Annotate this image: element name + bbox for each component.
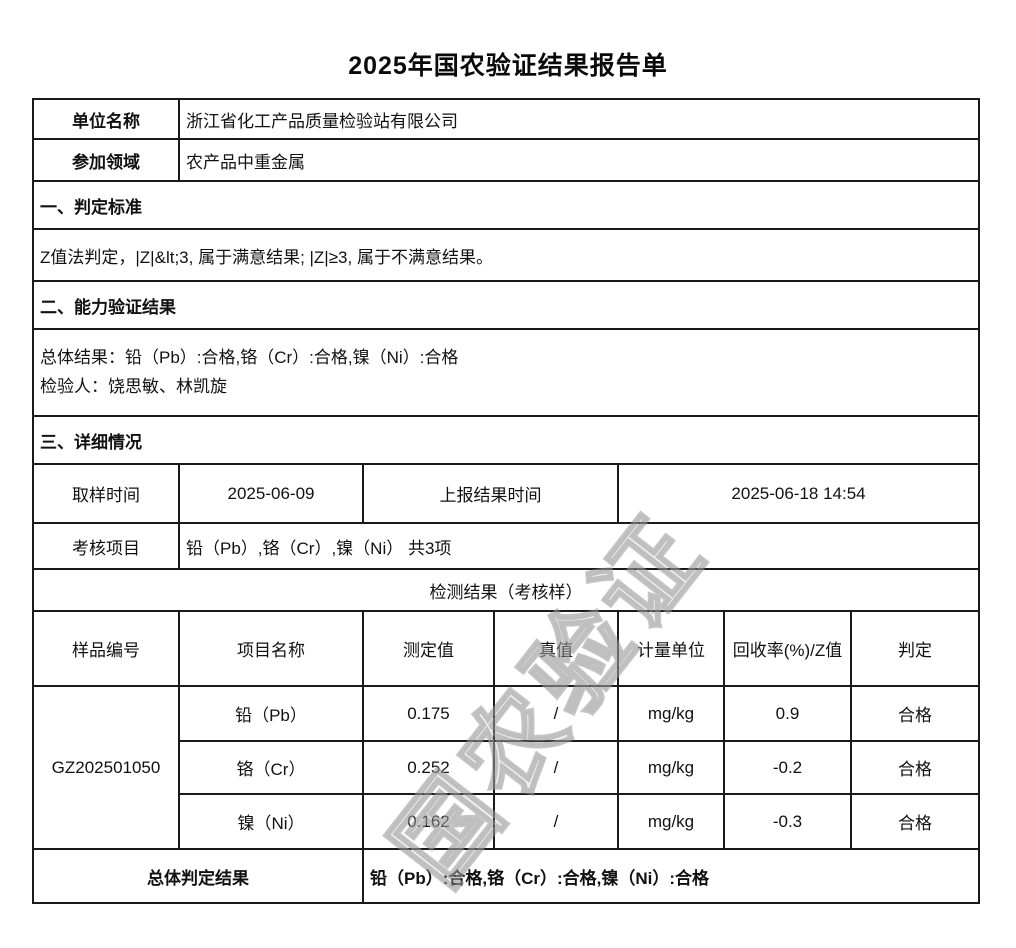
judgement-cell: 合格 (849, 793, 981, 850)
col-unit: 计量单位 (617, 610, 725, 687)
recovery-z-cell: -0.3 (723, 793, 852, 850)
col-sample-id: 样品编号 (32, 610, 180, 687)
unit-cell: mg/kg (617, 793, 725, 850)
section1-title: 一、判定标准 (31, 180, 981, 230)
page-title: 2025年国农验证结果报告单 (348, 52, 668, 80)
item-name-cell: 铅（Pb） (178, 685, 364, 742)
field-value: 农产品中重金属 (177, 138, 981, 182)
table-row-cr: 铬（Cr） 0.252 / mg/kg -0.2 合格 (33, 740, 981, 795)
section2-body-row: 总体结果：铅（Pb）:合格,铬（Cr）:合格,镍（Ni）:合格 检验人：饶思敏、… (31, 328, 981, 417)
report-time-label: 上报结果时间 (362, 463, 619, 524)
section2-title: 二、能力验证结果 (31, 280, 981, 330)
sampling-time-value: 2025-06-09 (178, 463, 364, 524)
section3-title: 三、详细情况 (31, 415, 981, 465)
table-row-ni: 镍（Ni） 0.162 / mg/kg -0.3 合格 (33, 793, 981, 850)
item-name-cell: 镍（Ni） (178, 793, 364, 850)
true-value-cell: / (493, 740, 619, 795)
items-label: 考核项目 (32, 522, 180, 570)
result-header-row: 检测结果（考核样） (31, 568, 981, 612)
section1-header-row: 一、判定标准 (31, 180, 981, 230)
item-name-cell: 铬（Cr） (178, 740, 364, 795)
recovery-z-cell: 0.9 (723, 685, 852, 742)
criteria-text: Z值法判定，|Z|&lt;3, 属于满意结果; |Z|≥3, 属于不满意结果。 (31, 228, 981, 282)
recovery-z-cell: -0.2 (723, 740, 852, 795)
col-true-value: 真值 (493, 610, 619, 687)
result-header: 检测结果（考核样） (31, 568, 981, 612)
field-label: 参加领域 (32, 138, 180, 182)
unit-name-label: 单位名称 (32, 98, 180, 140)
col-item-name: 项目名称 (178, 610, 364, 687)
sampling-time-label: 取样时间 (32, 463, 180, 524)
sample-id-cell: GZ202501050 (32, 685, 180, 850)
col-recovery-z: 回收率(%)/Z值 (723, 610, 852, 687)
field-row: 参加领域 农产品中重金属 (32, 138, 981, 182)
items-value: 铅（Pb）,铬（Cr）,镍（Ni） 共3项 (177, 522, 981, 570)
true-value-cell: / (493, 685, 619, 742)
overall-judgement-row: 总体判定结果 铅（Pb）:合格,铬（Cr）:合格,镍（Ni）:合格 (32, 848, 981, 904)
unit-cell: mg/kg (617, 740, 725, 795)
section2-header-row: 二、能力验证结果 (31, 280, 981, 330)
report-table: 单位名称 浙江省化工产品质量检验站有限公司 参加领域 农产品中重金属 一、判定标… (31, 98, 981, 904)
unit-cell: mg/kg (617, 685, 725, 742)
section3-header-row: 三、详细情况 (31, 415, 981, 465)
overall-judgement-value: 铅（Pb）:合格,铬（Cr）:合格,镍（Ni）:合格 (361, 848, 981, 904)
inspectors-text: 检验人：饶思敏、林凯旋 (40, 376, 227, 396)
table-row-pb: GZ202501050 铅（Pb） 0.175 / mg/kg 0.9 合格 (32, 685, 981, 850)
time-row: 取样时间 2025-06-09 上报结果时间 2025-06-18 14:54 (32, 463, 981, 524)
col-measured: 测定值 (362, 610, 495, 687)
true-value-cell: / (493, 793, 619, 850)
unit-name-value: 浙江省化工产品质量检验站有限公司 (177, 98, 981, 140)
report-time-value: 2025-06-18 14:54 (616, 463, 981, 524)
judgement-cell: 合格 (849, 740, 981, 795)
measured-cell: 0.175 (362, 685, 495, 742)
col-judgement: 判定 (849, 610, 981, 687)
overall-judgement-label: 总体判定结果 (32, 848, 364, 904)
overall-result-text: 总体结果：铅（Pb）:合格,铬（Cr）:合格,镍（Ni）:合格 (40, 348, 459, 368)
table-header-row: 样品编号 项目名称 测定值 真值 计量单位 回收率(%)/Z值 判定 (32, 610, 981, 687)
section1-body-row: Z值法判定，|Z|&lt;3, 属于满意结果; |Z|≥3, 属于不满意结果。 (31, 228, 981, 282)
measured-cell: 0.162 (362, 793, 495, 850)
unit-name-row: 单位名称 浙江省化工产品质量检验站有限公司 (32, 98, 981, 140)
overall-result-block: 总体结果：铅（Pb）:合格,铬（Cr）:合格,镍（Ni）:合格 检验人：饶思敏、… (31, 328, 981, 417)
items-row: 考核项目 铅（Pb）,铬（Cr）,镍（Ni） 共3项 (32, 522, 981, 570)
measured-cell: 0.252 (362, 740, 495, 795)
judgement-cell: 合格 (849, 685, 981, 742)
